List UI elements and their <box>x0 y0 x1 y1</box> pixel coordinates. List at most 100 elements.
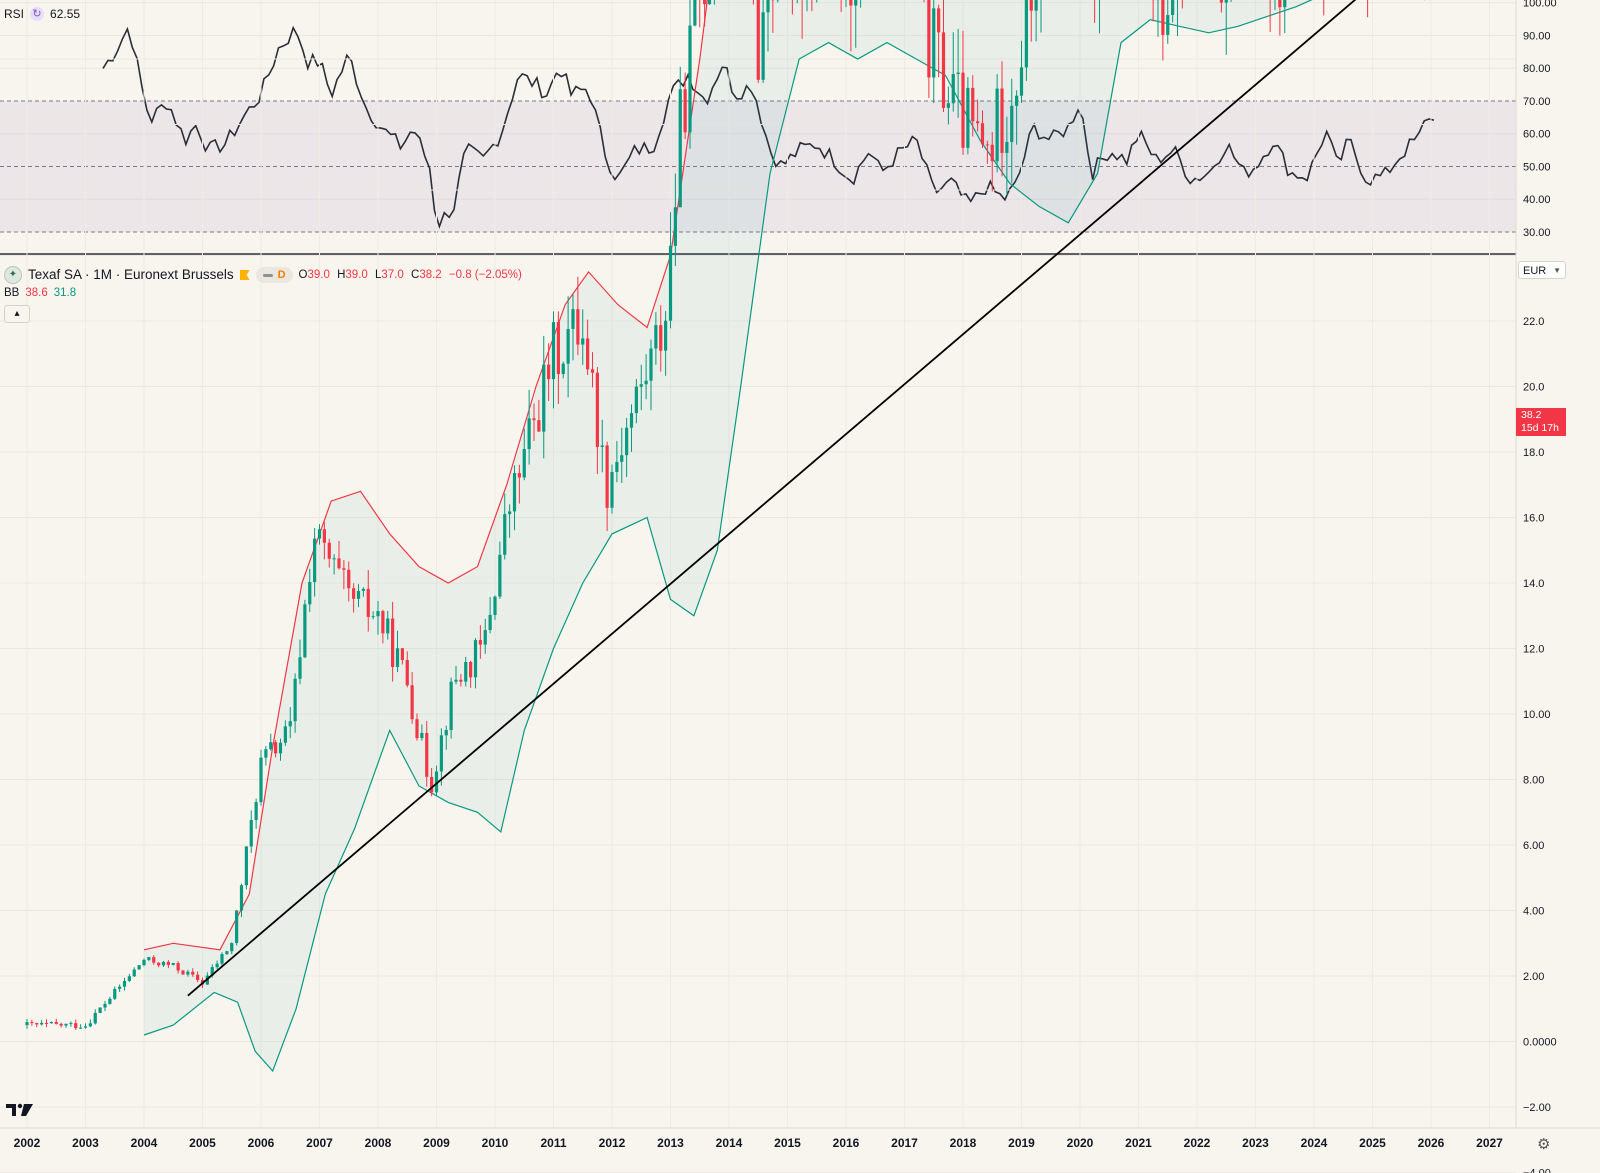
candle-body <box>186 971 190 975</box>
candle-body <box>425 732 429 777</box>
candle-body <box>1029 0 1033 11</box>
symbol-title[interactable]: Texaf SA · 1M · Euronext Brussels <box>28 267 234 282</box>
gear-icon[interactable]: ⚙ <box>1537 1136 1551 1153</box>
rsi-axis[interactable]: 100.00 90.00 80.00 70.00 60.00 50.00 40.00 30.0… <box>1523 0 1557 239</box>
rsi-axis-label: 90.00 <box>1523 30 1551 42</box>
candle-body <box>990 144 994 162</box>
candle-body <box>166 961 170 965</box>
time-axis-label: 2020 <box>1067 1136 1094 1150</box>
candle-body <box>410 685 414 720</box>
candle-body <box>64 1023 68 1026</box>
candle-body <box>488 614 492 631</box>
time-axis-label: 2002 <box>14 1136 41 1150</box>
candle-body <box>956 72 960 75</box>
candle-body <box>254 802 258 820</box>
price-axis-label: −2.00 <box>1523 1102 1551 1114</box>
candle-body <box>332 558 336 560</box>
candle-body <box>376 611 380 617</box>
candle-body <box>79 1027 83 1029</box>
time-axis-label: 2005 <box>189 1136 216 1150</box>
candle-body <box>581 338 585 345</box>
candle-body <box>430 776 434 793</box>
candle-body <box>995 88 999 162</box>
rsi-axis-label: 100.00 <box>1523 0 1557 10</box>
time-axis-label: 2013 <box>657 1136 684 1150</box>
bb-name: BB <box>4 287 20 299</box>
price-axis-label: 2.00 <box>1523 971 1544 983</box>
candle-body <box>288 721 292 727</box>
candle-body <box>93 1012 97 1024</box>
candle-body <box>961 72 965 148</box>
candle-body <box>639 384 643 387</box>
candle-body <box>629 413 634 428</box>
candle-body <box>503 514 507 555</box>
refresh-icon[interactable]: ↻ <box>30 7 45 21</box>
rsi-axis-label: 80.00 <box>1523 63 1551 75</box>
candle-body <box>405 660 409 686</box>
candle-body <box>854 0 858 6</box>
price-axis-label: 12.0 <box>1523 644 1544 656</box>
rsi-legend[interactable]: RSI ↻ 62.55 <box>4 6 80 22</box>
currency-label: EUR <box>1523 265 1547 277</box>
candle-body <box>54 1022 58 1024</box>
time-axis-label: 2022 <box>1184 1136 1211 1150</box>
candle-body <box>395 648 400 668</box>
data-status-pill[interactable]: D <box>255 267 293 283</box>
candle-body <box>561 363 565 375</box>
ohlc-key: L <box>375 269 382 281</box>
candle-body <box>108 998 112 1004</box>
candle-body <box>83 1026 88 1028</box>
candle-body <box>527 418 531 449</box>
price-axis[interactable]: 22.0 20.0 18.0 16.0 14.0 12.0 10.00 8.00 6.00 4.0… <box>1523 316 1557 1173</box>
price-axis-label: 6.00 <box>1523 840 1544 852</box>
candle-body <box>176 963 180 971</box>
candle-body <box>88 1023 92 1027</box>
candle-body <box>215 963 219 968</box>
currency-select[interactable]: EUR ▼ <box>1518 261 1566 279</box>
candle-body <box>191 971 195 975</box>
flag-icon[interactable] <box>239 270 250 280</box>
price-axis-label: 22.0 <box>1523 316 1544 328</box>
time-axis-label: 2015 <box>774 1136 801 1150</box>
symbol-legend[interactable]: ✦ Texaf SA · 1M · Euronext Brussels D O3… <box>4 266 526 284</box>
candle-body <box>1015 95 1019 106</box>
candle-body <box>249 819 253 847</box>
time-axis-label: 2025 <box>1359 1136 1386 1150</box>
price-axis-label: 16.0 <box>1523 513 1544 525</box>
candle-body <box>1019 67 1024 96</box>
time-axis[interactable]: 2002 2003 2004 2005 2006 2007 2008 2009 2010 2011… <box>14 1136 1504 1150</box>
candle-body <box>625 427 629 456</box>
candle-body <box>683 89 687 133</box>
candle-body <box>971 87 975 122</box>
time-axis-label: 2026 <box>1418 1136 1445 1150</box>
delayed-badge: D <box>277 269 286 281</box>
candle-body <box>342 568 346 570</box>
candle-body <box>478 640 482 645</box>
candle-body <box>444 730 448 736</box>
candle-body <box>103 1003 107 1008</box>
candle-body <box>244 846 248 886</box>
candle-body <box>664 320 668 351</box>
candle-body <box>59 1023 63 1026</box>
candle-body <box>551 322 556 380</box>
candle-body <box>966 87 970 148</box>
trendlines[interactable] <box>187 0 1516 997</box>
candle-body <box>566 329 570 364</box>
candle-body <box>264 749 268 758</box>
candle-body <box>122 980 127 987</box>
candle-body <box>381 611 385 634</box>
tradingview-logo-icon[interactable] <box>6 1102 34 1118</box>
company-logo-icon: ✦ <box>4 266 22 284</box>
time-axis-label: 2008 <box>365 1136 392 1150</box>
time-axis-label: 2014 <box>716 1136 743 1150</box>
candle-body <box>25 1022 29 1026</box>
candle-body <box>415 719 419 739</box>
bb-legend[interactable]: BB 38.6 31.8 <box>4 285 76 301</box>
last-price: 38.2 <box>1521 409 1542 421</box>
candle-body <box>274 742 278 754</box>
bar-countdown: 15d 17h <box>1521 422 1559 434</box>
collapse-legend-button[interactable]: ▴ <box>4 305 30 323</box>
minus-icon <box>262 273 273 277</box>
candle-body <box>1224 0 1228 3</box>
